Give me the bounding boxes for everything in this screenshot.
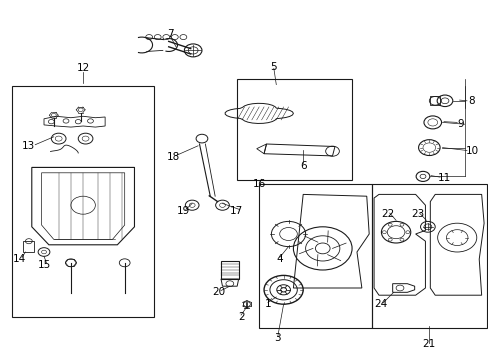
Text: 10: 10 (465, 146, 477, 156)
Bar (12, 86, 154, 317)
Bar (259, 184, 371, 328)
Text: 13: 13 (21, 141, 35, 151)
Text: 24: 24 (373, 299, 386, 309)
Text: 6: 6 (299, 161, 306, 171)
Text: 17: 17 (229, 206, 243, 216)
Text: 9: 9 (456, 119, 463, 129)
Text: 19: 19 (176, 206, 190, 216)
Text: 8: 8 (468, 96, 474, 106)
Text: 12: 12 (76, 63, 90, 73)
Bar (221, 261, 238, 279)
Text: 5: 5 (270, 62, 277, 72)
Bar (371, 184, 486, 328)
Text: 2: 2 (237, 312, 244, 322)
Text: 20: 20 (212, 287, 225, 297)
Text: 14: 14 (13, 254, 26, 264)
Text: 22: 22 (380, 209, 394, 219)
Text: 23: 23 (410, 209, 424, 219)
Text: 15: 15 (37, 260, 51, 270)
Text: 3: 3 (274, 333, 281, 343)
Text: 4: 4 (276, 254, 283, 264)
Text: 21: 21 (422, 339, 435, 349)
Text: 11: 11 (436, 173, 450, 183)
Text: 1: 1 (264, 299, 271, 309)
Text: 18: 18 (166, 152, 180, 162)
Bar (237, 79, 351, 180)
Text: 7: 7 (166, 29, 173, 39)
Bar (429, 96, 439, 105)
Text: 16: 16 (252, 179, 265, 189)
